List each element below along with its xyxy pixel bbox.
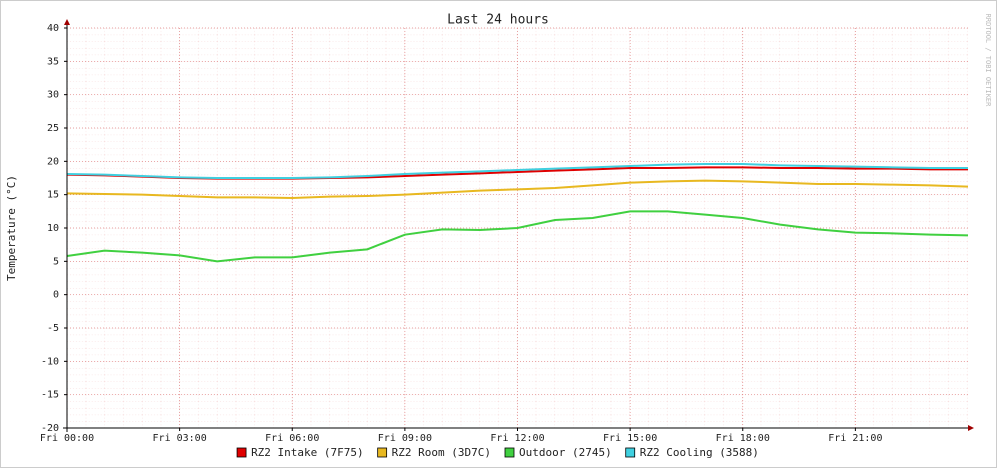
legend-item: Outdoor (2745) xyxy=(504,446,612,459)
legend-item: RZ2 Room (3D7C) xyxy=(377,446,491,459)
legend-item: RZ2 Cooling (3588) xyxy=(625,446,759,459)
legend-swatch xyxy=(625,447,636,458)
series-line xyxy=(66,210,969,263)
watermark: RRDTOOL / TOBI OETIKER xyxy=(984,14,992,108)
y-tick-label: 10 xyxy=(47,223,59,234)
legend: RZ2 Intake (7F75) RZ2 Room (3D7C) Outdoor … xyxy=(236,446,759,459)
x-tick-label: Fri 21:00 xyxy=(828,433,882,444)
legend-label: RZ2 Room (3D7C) xyxy=(392,446,491,459)
legend-label: RZ2 Cooling (3588) xyxy=(640,446,759,459)
legend-label: RZ2 Intake (7F75) xyxy=(251,446,364,459)
x-tick-label: Fri 06:00 xyxy=(265,433,319,444)
series-line xyxy=(66,163,968,179)
x-tick-label: Fri 12:00 xyxy=(490,433,544,444)
y-tick-label: 5 xyxy=(53,256,59,267)
series-line xyxy=(66,179,969,200)
y-tick-label: -5 xyxy=(47,323,59,334)
y-tick-label: 20 xyxy=(47,156,59,167)
legend-swatch xyxy=(236,447,247,458)
lines xyxy=(66,163,969,263)
x-tick-label: Fri 15:00 xyxy=(603,433,657,444)
axes: -20 -15 -10 -5 0 5 10 15 20 25 30 35 40 Fri 00:00 Fri … xyxy=(40,19,974,444)
y-tick-label: 35 xyxy=(47,56,59,67)
y-tick-label: 40 xyxy=(47,23,59,34)
y-tick-label: -15 xyxy=(41,390,59,401)
legend-swatch xyxy=(504,447,515,458)
x-arrow xyxy=(968,425,974,431)
x-tick-label: Fri 03:00 xyxy=(153,433,207,444)
x-tick-label: Fri 18:00 xyxy=(716,433,770,444)
y-tick-label: 15 xyxy=(47,190,59,201)
x-tick-label: Fri 00:00 xyxy=(40,433,94,444)
legend-label: Outdoor (2745) xyxy=(519,446,612,459)
legend-swatch xyxy=(377,447,388,458)
chart-title: Last 24 hours xyxy=(447,13,549,28)
y-tick-label: 0 xyxy=(53,290,59,301)
y-tick-label: 30 xyxy=(47,90,59,101)
x-tick-label: Fri 09:00 xyxy=(378,433,432,444)
y-axis-label: Temperature (°C) xyxy=(5,175,18,281)
legend-item: RZ2 Intake (7F75) xyxy=(236,446,364,459)
y-arrow xyxy=(64,19,70,25)
y-tick-label: -10 xyxy=(41,356,59,367)
y-tick-label: 25 xyxy=(47,123,59,134)
y-tick-label: -20 xyxy=(41,423,59,434)
